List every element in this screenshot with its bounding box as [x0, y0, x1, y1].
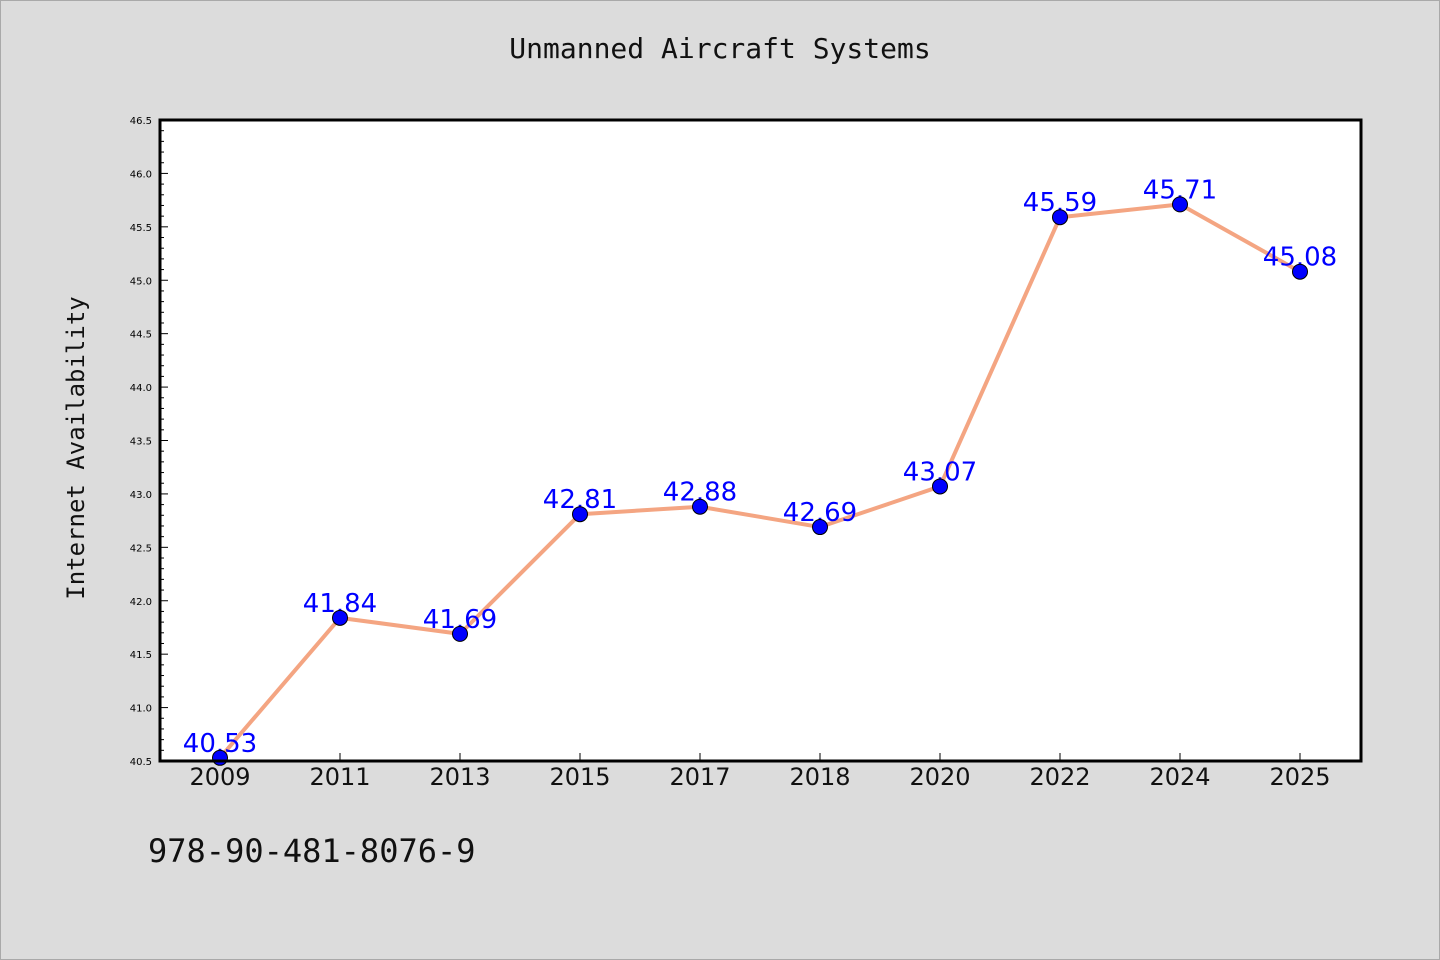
plot-area [160, 120, 1361, 761]
data-point [572, 506, 588, 523]
data-point [932, 478, 948, 495]
isbn-footnote: 978-90-481-8076-9 [148, 832, 476, 870]
y-tick-label: 43.5 [130, 437, 152, 448]
x-tick-label: 2025 [1269, 763, 1330, 791]
data-point [332, 609, 348, 626]
y-tick-label: 41.5 [130, 650, 152, 661]
y-tick-label: 44.0 [130, 383, 152, 394]
x-tick-label: 2015 [549, 763, 610, 791]
data-point [1052, 209, 1068, 226]
y-tick-label: 46.0 [130, 169, 152, 180]
data-point [812, 519, 828, 536]
y-tick-label: 45.0 [130, 276, 152, 287]
series-line [218, 202, 1301, 760]
x-tick-label: 2013 [429, 763, 490, 791]
y-tick-label: 45.5 [130, 223, 152, 234]
x-axis-ticks: 2009 2011 2013 2015 2017 2018 2020 2022 2024 2025 [189, 753, 1331, 791]
plot-border [158, 118, 1363, 763]
y-tick-label: 40.5 [130, 757, 152, 768]
y-tick-label: 43.0 [130, 490, 152, 501]
y-tick-label: 42.5 [130, 543, 152, 554]
data-point [1292, 263, 1308, 280]
data-point [212, 749, 228, 766]
data-point [692, 498, 708, 515]
x-tick-label: 2024 [1149, 763, 1210, 791]
data-point [452, 625, 468, 642]
data-point [1172, 196, 1188, 213]
x-tick-label: 2017 [669, 763, 730, 791]
x-tick-label: 2018 [789, 763, 850, 791]
x-tick-label: 2011 [309, 763, 370, 791]
y-tick-label: 41.0 [130, 704, 152, 715]
y-tick-label: 46.5 [130, 116, 152, 127]
x-tick-label: 2009 [189, 763, 250, 791]
y-tick-label: 42.0 [130, 597, 152, 608]
x-tick-label: 2020 [909, 763, 970, 791]
x-tick-label: 2022 [1029, 763, 1090, 791]
chart-title: Unmanned Aircraft Systems [509, 32, 931, 65]
y-tick-label: 44.5 [130, 330, 152, 341]
